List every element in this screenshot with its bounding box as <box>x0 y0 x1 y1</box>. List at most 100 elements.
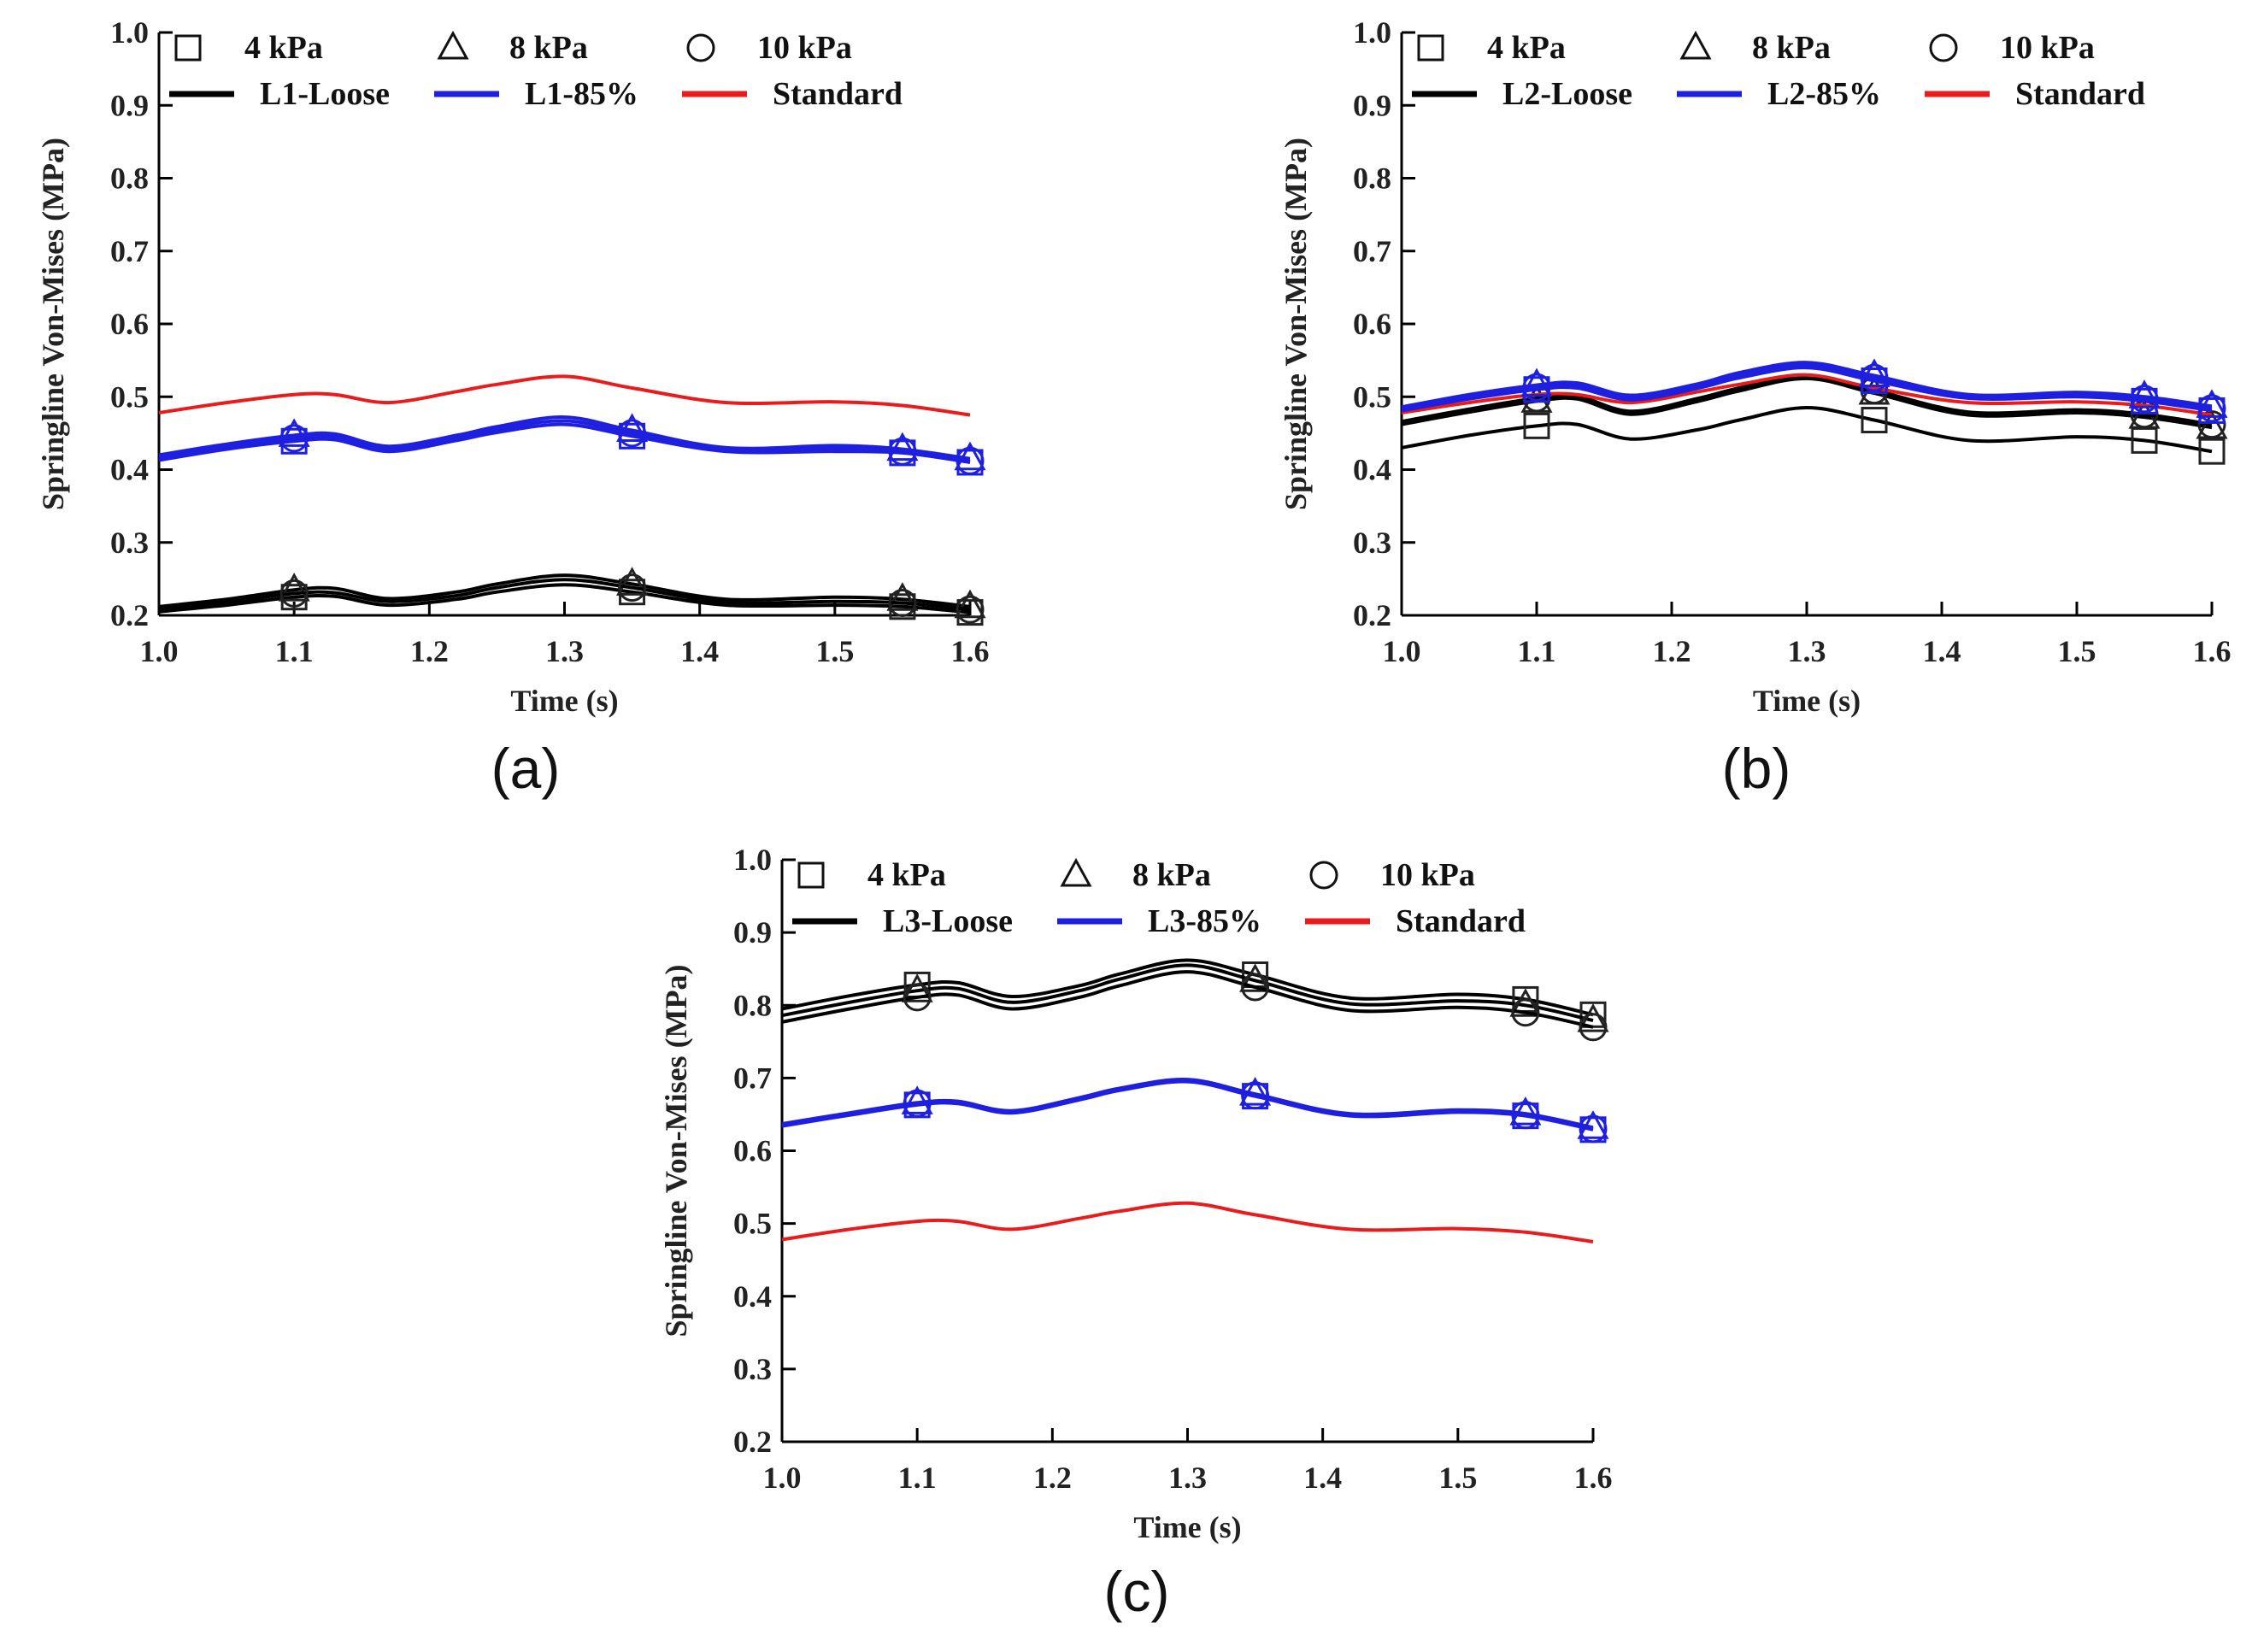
y-tick-label: 0.4 <box>110 453 149 487</box>
series-marker-circle <box>2130 385 2159 414</box>
series-marker-circle <box>903 983 932 1012</box>
y-tick-label: 0.4 <box>733 1279 772 1314</box>
series-marker-triangle <box>886 582 919 611</box>
legend-marker-label: 8 kPa <box>509 30 588 66</box>
x-tick-label: 1.4 <box>1303 1461 1342 1495</box>
series-marker-circle <box>279 424 309 453</box>
series-marker-triangle <box>901 973 933 1002</box>
y-tick-label: 0.7 <box>1353 234 1391 268</box>
x-axis-title: Time (s) <box>1133 1510 1241 1544</box>
series-marker-circle <box>1241 973 1270 1002</box>
series-marker-circle <box>1511 998 1540 1027</box>
series-line <box>158 422 971 464</box>
legend-marker-label: 4 kPa <box>1487 30 1566 66</box>
y-tick-label: 0.6 <box>1353 307 1391 341</box>
x-tick-label: 1.1 <box>898 1461 937 1495</box>
y-tick-label: 0.3 <box>733 1352 772 1386</box>
series-marker-triangle <box>1577 1003 1609 1032</box>
y-tick-label: 0.3 <box>1353 526 1391 560</box>
series-marker-circle <box>618 419 647 448</box>
series-marker-triangle <box>1239 1076 1272 1106</box>
legend-line-label: L2-85% <box>1767 76 1881 112</box>
legend-marker-square <box>174 34 202 62</box>
series-marker-square <box>2198 438 2226 465</box>
x-tick-label: 1.6 <box>1574 1461 1613 1495</box>
series-marker-circle <box>1579 1013 1608 1042</box>
series-marker-circle <box>888 437 917 466</box>
series-line <box>158 419 971 463</box>
y-tick-label: 0.8 <box>110 162 149 196</box>
series-marker-circle <box>1860 363 1889 392</box>
panel-label: (b) <box>1722 737 1791 800</box>
x-tick-label: 1.6 <box>951 634 990 668</box>
y-tick-label: 0.9 <box>733 915 772 949</box>
y-tick-label: 0.9 <box>110 88 149 122</box>
series-marker-triangle <box>1577 1110 1609 1139</box>
chart-panel-c: 0.2 0.3 0.4 0.5 0.6 0.7 0.8 0.9 1.0 1.0 1.1 1.2 1.3 1… <box>659 843 1613 1623</box>
legend-marker-label: 10 kPa <box>1380 857 1475 893</box>
series-line <box>1401 361 2213 409</box>
series-marker-circle <box>279 579 309 608</box>
legend-marker-triangle <box>437 30 469 60</box>
y-tick-label: 0.8 <box>1353 162 1391 196</box>
x-tick-label: 1.1 <box>1518 634 1556 668</box>
series-marker-circle <box>888 589 917 618</box>
legend-marker-triangle <box>1060 857 1092 887</box>
series-marker-circle <box>1579 1114 1608 1143</box>
series-line <box>158 374 971 417</box>
x-tick-label: 1.1 <box>275 634 314 668</box>
legend-marker-square <box>797 861 825 889</box>
x-tick-label: 1.0 <box>140 634 179 668</box>
series-marker-triangle <box>886 432 919 462</box>
legend-line-label: L1-Loose <box>260 76 390 112</box>
legend-line-label: Standard <box>1396 903 1526 939</box>
series-marker-circle <box>1511 1101 1540 1130</box>
y-tick-label: 0.2 <box>110 598 149 632</box>
legend-line-label: Standard <box>2015 76 2145 112</box>
series-line <box>781 970 1594 1029</box>
y-axis-title: Springline Von-Mises (MPa) <box>659 964 693 1337</box>
x-tick-label: 1.4 <box>1923 634 1961 668</box>
series-marker-triangle <box>278 573 310 602</box>
series-line <box>1401 405 2213 454</box>
series-marker-circle <box>903 1089 932 1118</box>
series-line <box>158 573 971 608</box>
series-line <box>158 415 971 461</box>
x-tick-label: 1.2 <box>410 634 449 668</box>
x-tick-label: 1.3 <box>1788 634 1826 668</box>
series-marker-triangle <box>616 567 649 596</box>
x-axis-title: Time (s) <box>1753 684 1861 718</box>
legend-marker-label: 8 kPa <box>1132 857 1211 893</box>
series-marker-circle <box>956 446 985 475</box>
series-marker-triangle <box>1239 963 1272 992</box>
x-tick-label: 1.0 <box>763 1461 802 1495</box>
series-marker-triangle <box>954 589 986 619</box>
legend-marker-label: 4 kPa <box>867 857 946 893</box>
series-marker-square <box>1861 407 1888 434</box>
series-marker-triangle <box>954 441 986 471</box>
y-tick-label: 0.5 <box>110 379 149 414</box>
series-marker-triangle <box>2128 379 2161 409</box>
panel-label: (c) <box>1104 1560 1170 1623</box>
x-tick-label: 1.3 <box>1168 1461 1207 1495</box>
x-tick-label: 1.4 <box>680 634 719 668</box>
x-tick-label: 1.3 <box>545 634 584 668</box>
x-tick-label: 1.2 <box>1653 634 1691 668</box>
y-tick-label: 0.6 <box>110 307 149 341</box>
series-marker-circle <box>956 595 985 624</box>
series-marker-triangle <box>901 1085 933 1114</box>
x-tick-label: 1.5 <box>1438 1461 1477 1495</box>
series-marker-square <box>1523 412 1550 439</box>
y-tick-label: 0.7 <box>733 1061 772 1095</box>
series-line <box>1401 373 2213 426</box>
series-line <box>781 1079 1594 1131</box>
legend-line-label: L3-Loose <box>883 903 1013 939</box>
y-tick-label: 0.8 <box>733 988 772 1022</box>
series-marker-triangle <box>2196 389 2228 418</box>
panel-label: (a) <box>491 737 561 800</box>
x-tick-label: 1.5 <box>2058 634 2096 668</box>
x-axis-title: Time (s) <box>510 684 618 718</box>
legend-marker-label: 4 kPa <box>244 30 323 66</box>
legend-marker-circle <box>686 33 715 62</box>
